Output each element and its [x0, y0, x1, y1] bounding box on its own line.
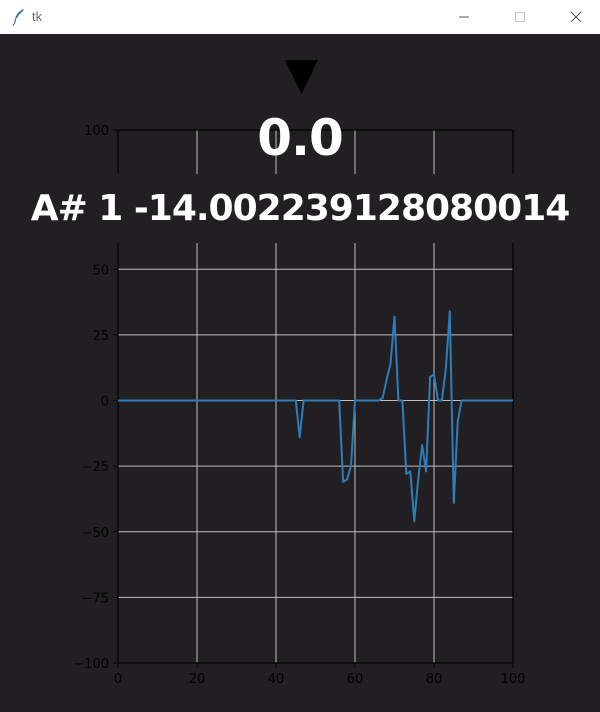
x-tick-label: 80 [426, 672, 443, 687]
minimize-icon [459, 16, 469, 18]
close-button[interactable] [552, 0, 598, 34]
x-tick-label: 0 [114, 672, 122, 687]
y-tick-label: −50 [82, 526, 109, 541]
y-tick-label: −25 [82, 460, 109, 475]
y-tick-label: 50 [92, 263, 109, 278]
x-tick-label: 100 [501, 672, 526, 687]
minimize-button[interactable] [440, 0, 486, 34]
plot-canvas: 100 0 20 40 60 80 100 50 25 0 −25 −50 −75 −100 0.0 A#… [0, 34, 600, 712]
window-title: tk [32, 9, 43, 24]
top-y-tick-label: 100 [84, 124, 109, 139]
readout-value: 0.0 [257, 109, 344, 167]
note-readout: A# 1 -14.002239128080014 [30, 188, 571, 229]
y-tick-label: −75 [82, 591, 109, 606]
pitch-chart: 100 0 20 40 60 80 100 50 25 0 −25 −50 −75 −100 [73, 60, 526, 687]
close-icon [570, 11, 582, 23]
maximize-button[interactable] [496, 0, 542, 34]
feather-icon [12, 8, 26, 26]
y-tick-label: 25 [92, 329, 109, 344]
series-line [118, 310, 513, 523]
x-tick-label: 20 [189, 672, 206, 687]
y-tick-label: 0 [101, 395, 109, 410]
x-tick-label: 40 [268, 672, 285, 687]
triangle-down-icon [285, 60, 318, 94]
y-tick-label: −100 [73, 657, 109, 672]
maximize-icon [515, 12, 525, 22]
x-tick-label: 60 [347, 672, 364, 687]
title-bar[interactable]: tk [0, 0, 600, 34]
